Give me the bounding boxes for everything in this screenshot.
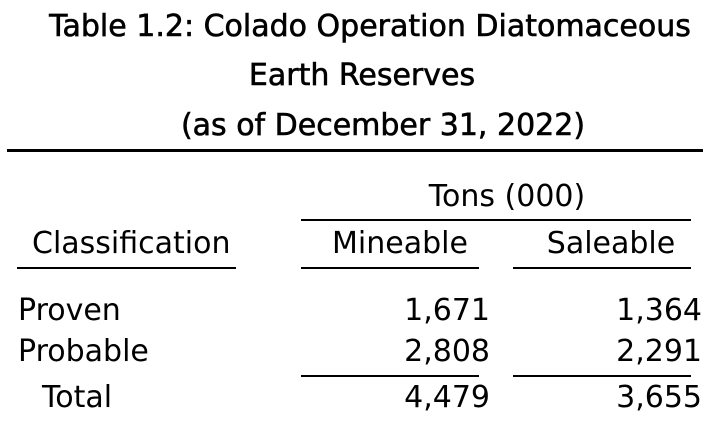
title-rule <box>7 149 703 152</box>
total-rule <box>301 375 479 377</box>
cell: 2,291 <box>616 334 702 369</box>
header-rule <box>301 267 479 269</box>
total-rule <box>513 375 691 377</box>
column-header: Classification <box>32 226 231 261</box>
header-rule <box>513 267 691 269</box>
title-line: Table 1.2: Colado Operation Diatomaceous <box>49 9 691 45</box>
cell: 2,808 <box>404 334 490 369</box>
column-header: Mineable <box>332 226 468 261</box>
cell: 4,479 <box>404 380 490 415</box>
row-label: Total <box>42 380 113 415</box>
row-label: Probable <box>18 334 149 369</box>
column-header: Saleable <box>546 226 676 261</box>
row-label: Proven <box>18 293 121 328</box>
group-header: Tons (000) <box>428 179 586 214</box>
group-rule <box>301 219 691 221</box>
title-line: (as of December 31, 2022) <box>180 108 586 144</box>
header-rule <box>17 267 236 269</box>
cell: 1,671 <box>404 293 490 328</box>
cell: 3,655 <box>616 380 702 415</box>
cell: 1,364 <box>616 293 702 328</box>
title-line: Earth Reserves <box>248 58 476 94</box>
